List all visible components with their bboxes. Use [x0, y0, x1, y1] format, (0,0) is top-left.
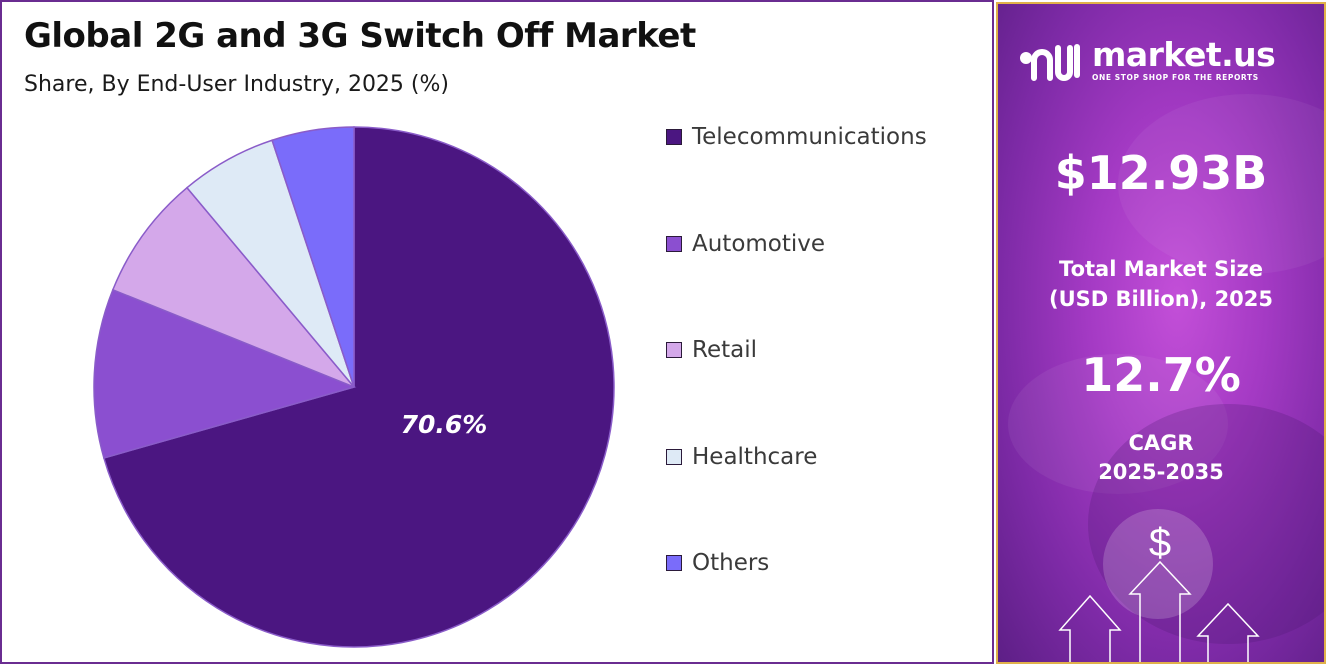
legend-label: Retail — [692, 337, 757, 363]
pie-chart: 70.6% — [93, 126, 615, 648]
legend-item-healthcare: Healthcare — [666, 442, 817, 472]
market-us-logo-icon — [1020, 44, 1080, 81]
market-size-label-line2: (USD Billion), 2025 — [1048, 287, 1274, 311]
legend-label: Telecommunications — [692, 124, 927, 150]
chart-subtitle: Share, By End-User Industry, 2025 (%) — [24, 72, 449, 97]
legend-item-retail: Retail — [666, 335, 757, 365]
cagr-value: 12.7% — [1081, 348, 1241, 402]
legend-label: Healthcare — [692, 443, 818, 470]
legend-swatch — [666, 448, 682, 465]
pie-slice-retail — [111, 186, 355, 388]
market-us-logo: market.us ONE STOP SHOP FOR THE REPORTS — [1018, 34, 1276, 82]
dollar-icon: $ — [1149, 521, 1171, 565]
logo-tagline: ONE STOP SHOP FOR THE REPORTS — [1092, 72, 1259, 82]
pie-slice-automotive — [93, 288, 357, 459]
chart-title: Global 2G and 3G Switch Off Market — [24, 16, 696, 56]
background-decoration — [1008, 94, 1324, 644]
legend-swatch — [666, 555, 682, 571]
chart-panel: Global 2G and 3G Switch Off Market Share… — [0, 0, 994, 664]
cagr-label-line2: 2025-2035 — [1098, 460, 1224, 484]
market-size-value: $12.93B — [1054, 146, 1268, 200]
up-arrow-icon — [1058, 560, 1260, 662]
pie-slice-telecommunications — [102, 126, 615, 648]
logo-name: market.us — [1092, 34, 1276, 74]
legend-item-automotive: Automotive — [666, 229, 825, 259]
legend-label: Others — [692, 550, 770, 576]
cagr-label-line1: CAGR — [1128, 431, 1194, 455]
legend-swatch — [666, 129, 682, 145]
legend-item-telecommunications: Telecommunications — [666, 122, 927, 152]
data-label-telecommunications: 70.6% — [401, 410, 488, 439]
market-size-label-line1: Total Market Size — [1059, 257, 1263, 281]
legend-swatch — [666, 342, 682, 358]
legend-swatch — [666, 235, 682, 252]
legend-item-others: Others — [666, 548, 769, 578]
pie-slice-others — [271, 126, 355, 388]
legend-label: Automotive — [692, 230, 826, 257]
growth-illustration: $ — [1058, 521, 1260, 662]
summary-panel: market.us ONE STOP SHOP FOR THE REPORTS … — [996, 2, 1326, 664]
